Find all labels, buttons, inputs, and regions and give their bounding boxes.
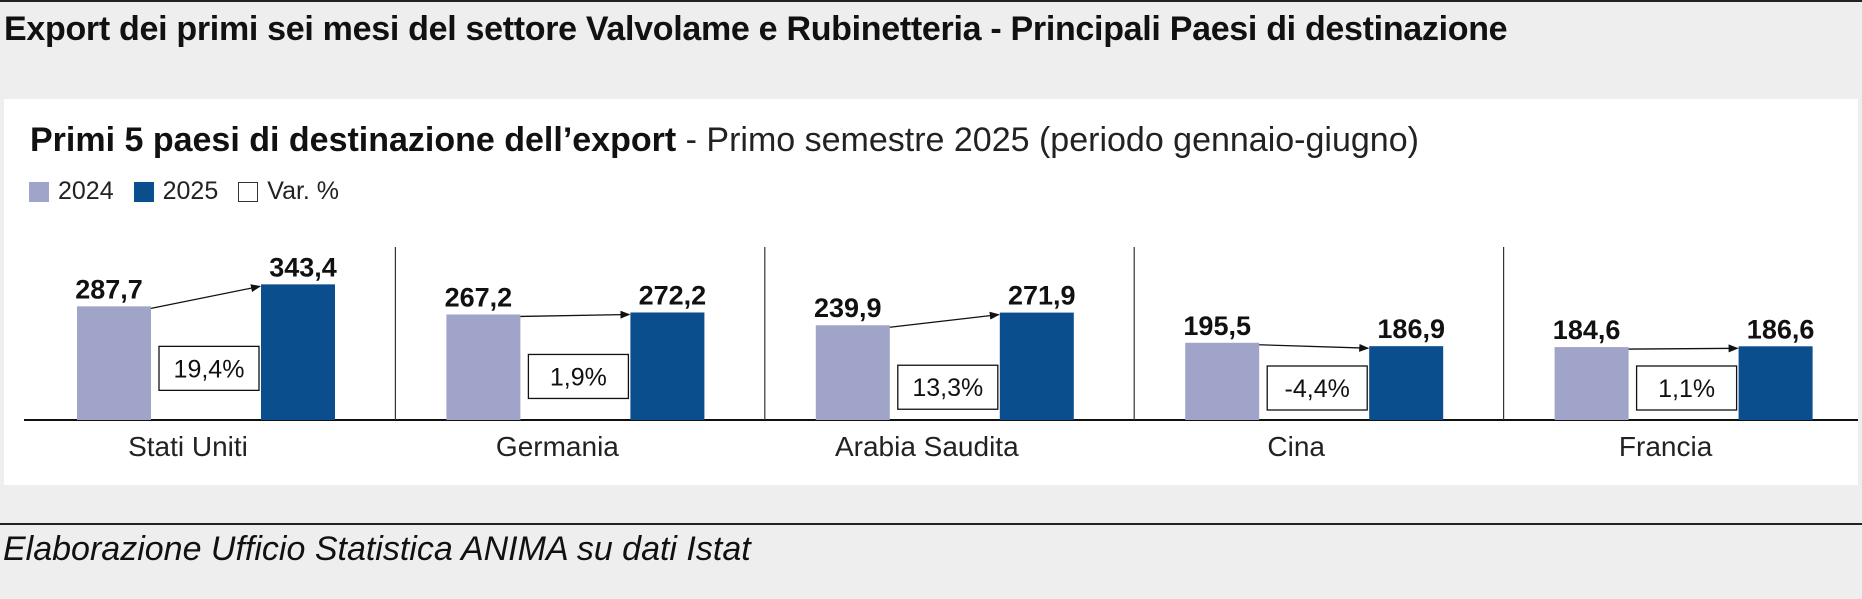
legend-label-variation: Var. % (267, 177, 340, 205)
legend-swatch-variation (238, 181, 259, 202)
legend-item-2024: 2024 (29, 177, 114, 206)
category-label: Stati Uniti (128, 431, 248, 462)
variation-arrow (520, 310, 631, 319)
data-label-2024: 239,9 (814, 293, 882, 323)
data-label-2024: 195,5 (1183, 311, 1251, 341)
bar-2024 (1185, 342, 1260, 420)
bar-2024 (1554, 347, 1629, 420)
bar-2025 (1738, 346, 1813, 420)
legend-swatch-2024 (29, 181, 49, 202)
source-note: Elaborazione Ufficio Statistica ANIMA su… (3, 530, 751, 568)
bar-2025 (1369, 346, 1444, 420)
category-label: Cina (1267, 431, 1325, 462)
top-rule (0, 0, 1862, 2)
chart-panel: 287,7 343,4 19,4% Stati Uniti 267,2 272,2 1,9%… (4, 99, 1858, 485)
legend-swatch-2025 (133, 181, 154, 202)
legend-label-2024: 2024 (58, 177, 114, 205)
page-title: Export dei primi sei mesi del settore Va… (4, 10, 1508, 48)
variation-label: 13,3% (912, 374, 983, 402)
variation-box (158, 345, 260, 392)
bar-2024 (815, 325, 890, 420)
bar-2025 (261, 284, 335, 420)
data-label-2025: 186,6 (1747, 314, 1815, 344)
variation-arrow (150, 284, 261, 309)
bar-2024 (77, 306, 151, 420)
chart-legend: 2024 2025 Var. % (29, 177, 359, 206)
data-label-2024: 287,7 (75, 274, 143, 304)
legend-item-2025: 2025 (133, 177, 219, 206)
bar-2024 (446, 314, 521, 420)
chart-canvas: 287,7 343,4 19,4% Stati Uniti 267,2 272,2 1,9%… (24, 247, 1858, 462)
variation-arrow (1628, 344, 1739, 353)
variation-label: 1,1% (1658, 375, 1715, 403)
variation-arrow (1259, 343, 1370, 352)
data-label-2024: 184,6 (1553, 315, 1621, 345)
category-label: Arabia Saudita (835, 431, 1019, 462)
chart-title-main: Primi 5 paesi di destinazione dell’expor… (30, 121, 677, 159)
data-label-2025: 271,9 (1008, 281, 1076, 311)
variation-box (897, 364, 999, 410)
category-label: Germania (496, 431, 619, 462)
variation-box (1635, 365, 1738, 411)
variation-label: 19,4% (174, 355, 245, 383)
bar-2025 (999, 312, 1074, 420)
data-label-2025: 343,4 (269, 252, 337, 282)
variation-label: -4,4% (1285, 375, 1350, 403)
variation-box (1266, 365, 1368, 411)
data-label-2025: 186,9 (1377, 314, 1445, 344)
bar-2025 (630, 312, 705, 420)
variation-arrow (889, 311, 1000, 328)
legend-item-variation: Var. % (238, 177, 339, 206)
chart-subtitle: - Primo semestre 2025 (periodo gennaio-g… (676, 121, 1419, 159)
category-label: Francia (1619, 431, 1713, 462)
legend-label-2025: 2025 (162, 177, 219, 205)
data-label-2024: 267,2 (445, 282, 513, 312)
variation-label: 1,9% (550, 363, 607, 391)
data-label-2025: 272,2 (639, 280, 707, 310)
chart-title: Primi 5 paesi di destinazione dell’expor… (30, 121, 1419, 160)
variation-box (527, 353, 630, 400)
source-rule (0, 523, 1862, 525)
